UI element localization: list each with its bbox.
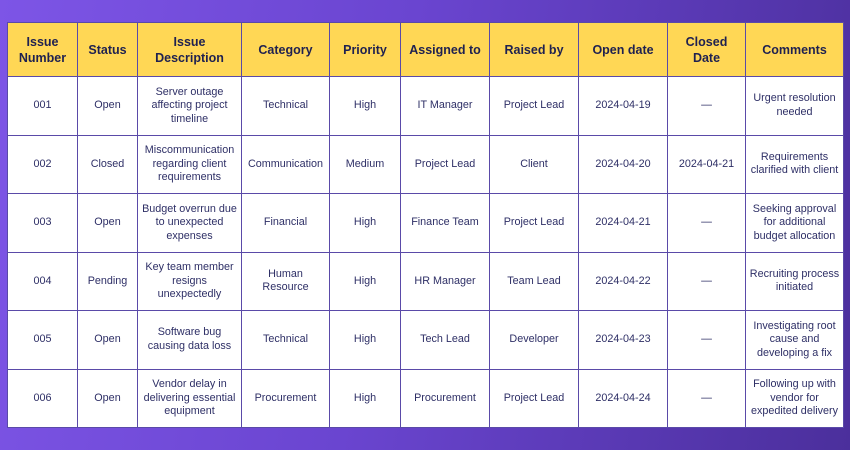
table-cell: Project Lead <box>489 193 579 253</box>
header-cell: Comments <box>745 22 844 77</box>
table-cell: Software bug causing data loss <box>137 310 242 370</box>
header-cell: Closed Date <box>667 22 746 77</box>
table-cell: 2024-04-22 <box>578 251 668 311</box>
table-cell: High <box>329 368 401 428</box>
table-cell: HR Manager <box>400 251 490 311</box>
table-cell: 2024-04-19 <box>578 76 668 136</box>
table-cell: Seeking approval for additional budget a… <box>745 193 844 253</box>
table-cell: Project Lead <box>489 76 579 136</box>
header-cell: Open date <box>578 22 668 77</box>
table-cell: High <box>329 251 401 311</box>
table-cell: Team Lead <box>489 251 579 311</box>
table-cell: 2024-04-21 <box>578 193 668 253</box>
table-cell: Recruiting process initiated <box>745 251 844 311</box>
issue-table: Issue Number Status Issue Description Categ… <box>7 22 844 428</box>
table-cell: Following up with vendor for expedited d… <box>745 368 844 428</box>
table-row: 003 Open Budget overrun due to unexpected … <box>7 193 844 253</box>
table-cell: Urgent resolution needed <box>745 76 844 136</box>
table-cell: Developer <box>489 310 579 370</box>
header-cell: Assigned to <box>400 22 490 77</box>
table-cell: 006 <box>7 368 78 428</box>
table-cell: — <box>667 76 746 136</box>
table-cell: 001 <box>7 76 78 136</box>
table-cell: Project Lead <box>400 134 490 194</box>
header-cell: Raised by <box>489 22 579 77</box>
table-cell: High <box>329 76 401 136</box>
table-cell: 005 <box>7 310 78 370</box>
table-cell: 004 <box>7 251 78 311</box>
table-cell: Pending <box>77 251 138 311</box>
table-cell: Technical <box>241 310 330 370</box>
table-row: 002 Closed Miscommunication regarding clie… <box>7 134 844 194</box>
header-cell: Priority <box>329 22 401 77</box>
table-cell: — <box>667 193 746 253</box>
table-cell: Closed <box>77 134 138 194</box>
table-row: 005 Open Software bug causing data loss Tec… <box>7 310 844 370</box>
header-cell: Category <box>241 22 330 77</box>
table-cell: 2024-04-24 <box>578 368 668 428</box>
table-cell: — <box>667 310 746 370</box>
header-cell: Status <box>77 22 138 77</box>
table-cell: Open <box>77 368 138 428</box>
table-cell: Server outage affecting project timeline <box>137 76 242 136</box>
table-cell: — <box>667 368 746 428</box>
table-cell: Procurement <box>241 368 330 428</box>
table-cell: Key team member resigns unexpectedly <box>137 251 242 311</box>
table-cell: Open <box>77 193 138 253</box>
table-header: Issue Number Status Issue Description Categ… <box>7 22 844 77</box>
table-cell: Open <box>77 310 138 370</box>
table-cell: High <box>329 310 401 370</box>
table-cell: High <box>329 193 401 253</box>
table-cell: Requirements clarified with client <box>745 134 844 194</box>
table-cell: Project Lead <box>489 368 579 428</box>
table-cell: Procurement <box>400 368 490 428</box>
header-cell: Issue Number <box>7 22 78 77</box>
table-cell: Vendor delay in delivering essential equ… <box>137 368 242 428</box>
header-cell: Issue Description <box>137 22 242 77</box>
table-cell: Human Resource <box>241 251 330 311</box>
table-cell: 002 <box>7 134 78 194</box>
table-cell: 2024-04-23 <box>578 310 668 370</box>
table-row: 006 Open Vendor delay in delivering essent… <box>7 368 844 428</box>
table-cell: Financial <box>241 193 330 253</box>
table-body: 001 Open Server outage affecting project t… <box>7 76 844 428</box>
table-cell: 2024-04-20 <box>578 134 668 194</box>
table-cell: Communication <box>241 134 330 194</box>
table-cell: Open <box>77 76 138 136</box>
table-cell: Investigating root cause and developing … <box>745 310 844 370</box>
table-cell: Finance Team <box>400 193 490 253</box>
table-row: 004 Pending Key team member resigns unexpe… <box>7 251 844 311</box>
table-cell: Technical <box>241 76 330 136</box>
table-cell: IT Manager <box>400 76 490 136</box>
table-cell: Medium <box>329 134 401 194</box>
table-cell: 003 <box>7 193 78 253</box>
table-cell: Budget overrun due to unexpected expense… <box>137 193 242 253</box>
table-cell: — <box>667 251 746 311</box>
header-row: Issue Number Status Issue Description Categ… <box>7 22 844 77</box>
table-cell: 2024-04-21 <box>667 134 746 194</box>
table-cell: Tech Lead <box>400 310 490 370</box>
table-cell: Miscommunication regarding client requir… <box>137 134 242 194</box>
table-cell: Client <box>489 134 579 194</box>
table-row: 001 Open Server outage affecting project t… <box>7 76 844 136</box>
